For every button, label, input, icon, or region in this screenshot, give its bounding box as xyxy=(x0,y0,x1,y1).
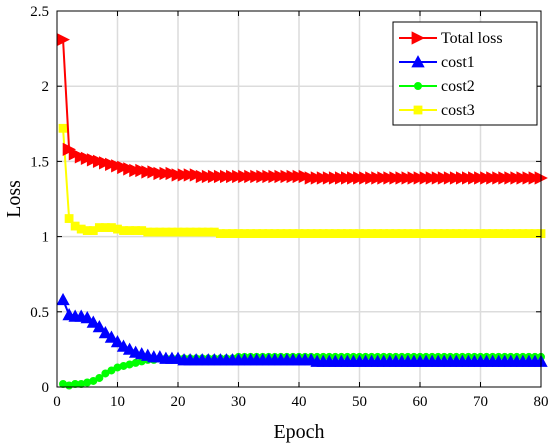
y-tick-label: 0.5 xyxy=(30,305,49,321)
data-point-cost1 xyxy=(110,335,125,348)
x-tick-label: 50 xyxy=(352,394,367,410)
x-tick-label: 30 xyxy=(231,394,246,410)
x-tick-label: 60 xyxy=(413,394,428,410)
legend-label-total-loss: Total loss xyxy=(441,30,503,47)
legend-label-cost2: cost2 xyxy=(441,78,475,95)
legend-marker-cost2 xyxy=(413,82,422,91)
y-axis-label: Loss xyxy=(3,180,25,218)
data-point-cost3 xyxy=(64,214,74,223)
x-tick-label: 0 xyxy=(53,394,61,410)
legend-marker-total-loss xyxy=(411,31,425,45)
series-cost1 xyxy=(56,292,548,367)
x-tick-label: 10 xyxy=(110,394,125,410)
legend: Total loss cost1 cost2 cost3 xyxy=(392,21,538,126)
data-point-cost2 xyxy=(95,373,104,382)
x-axis-label: Epoch xyxy=(273,421,324,443)
series-layer xyxy=(56,32,548,390)
x-tick-label: 80 xyxy=(534,394,549,410)
x-tick-label: 20 xyxy=(171,394,186,410)
data-point-cost1 xyxy=(86,315,100,328)
axis-ticks: 0 10 20 30 40 50 60 70 80 0 0.5 1 1.5 2 2.5 xyxy=(30,4,548,410)
data-point-cost1 xyxy=(80,310,94,324)
legend-label-cost1: cost1 xyxy=(441,54,475,71)
x-tick-label: 40 xyxy=(292,394,307,410)
data-point-cost3 xyxy=(58,123,68,133)
series-cost3 xyxy=(58,123,546,238)
legend-marker-cost3 xyxy=(413,105,423,115)
y-tick-label: 1.5 xyxy=(30,154,49,170)
data-point-cost1 xyxy=(104,330,119,343)
x-tick-label: 70 xyxy=(473,394,488,410)
y-tick-label: 2 xyxy=(42,79,50,95)
legend-marker-cost1 xyxy=(411,55,425,68)
legend-label-cost3: cost3 xyxy=(441,102,475,119)
data-point-cost1 xyxy=(92,320,107,333)
y-tick-label: 1 xyxy=(42,230,50,246)
data-point-cost1 xyxy=(56,292,70,306)
y-tick-label: 2.5 xyxy=(30,4,49,20)
y-tick-label: 0 xyxy=(42,380,50,396)
series-total-loss xyxy=(56,32,548,185)
data-point-cost1 xyxy=(98,326,113,339)
